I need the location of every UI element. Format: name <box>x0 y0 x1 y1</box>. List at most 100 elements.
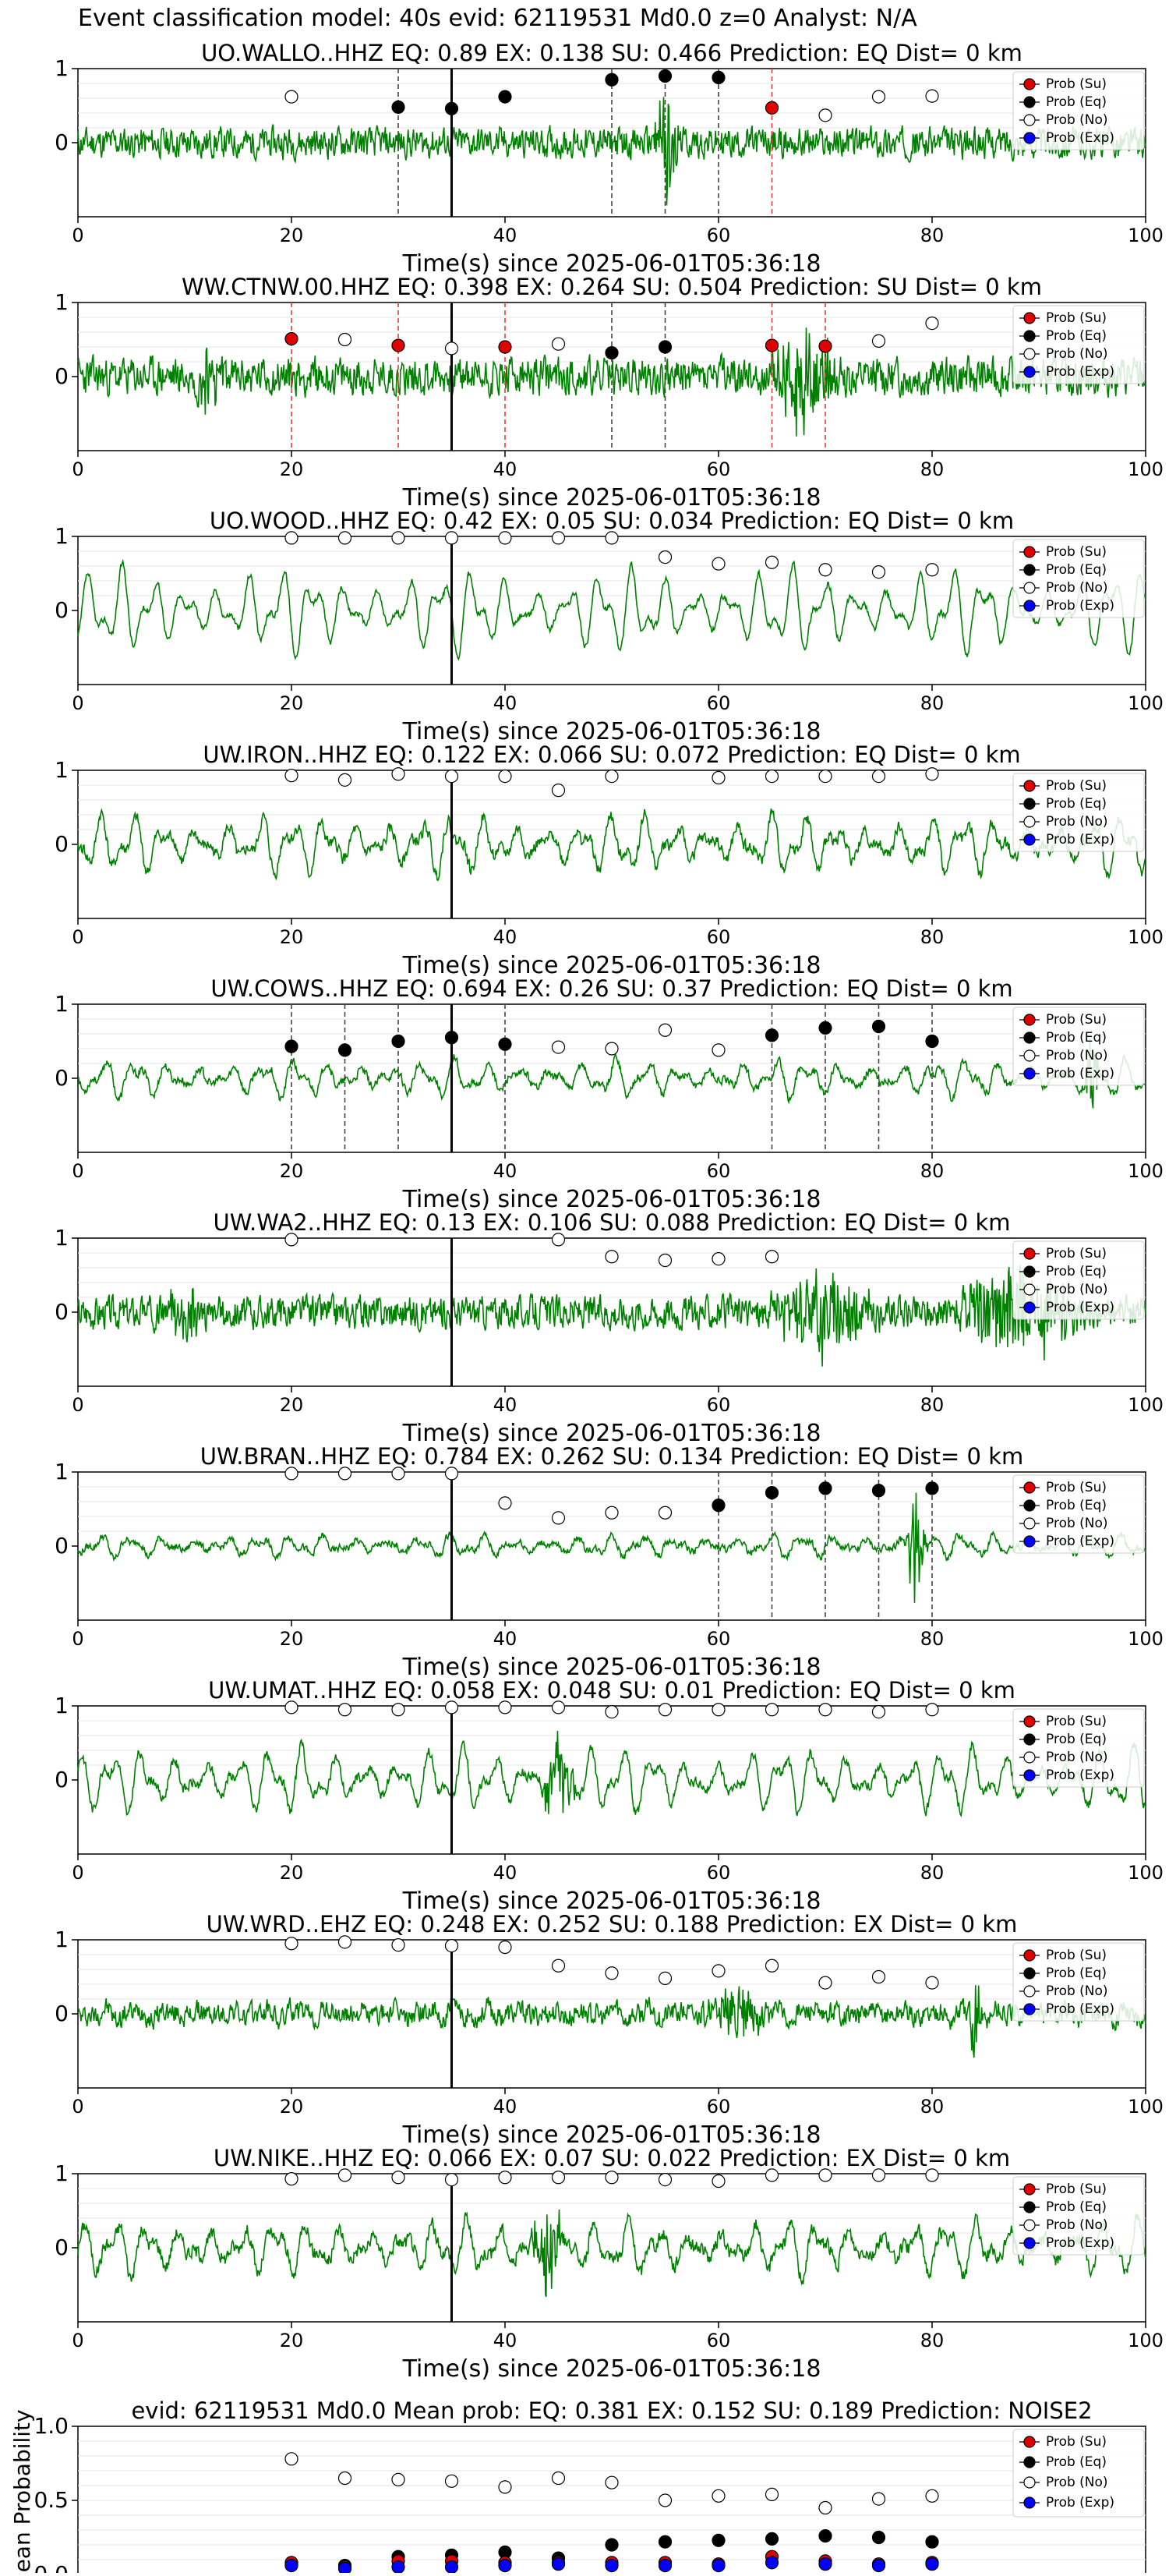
legend-label: Prob (No) <box>1046 1983 1108 1999</box>
prob-su-point <box>391 338 405 352</box>
legend-box <box>1012 1240 1145 1320</box>
prob-no-point <box>818 108 832 122</box>
prob-eq-point <box>444 101 459 115</box>
legend-marker <box>1023 1535 1036 1548</box>
x-tick-label: 40 <box>493 458 517 480</box>
prob-no-point <box>444 2173 459 2187</box>
legend: Prob (Su) Prob (Eq) Prob (No) Prob (Exp) <box>1012 1474 1145 1554</box>
prob-eq-point <box>658 2535 673 2549</box>
legend-label: Prob (No) <box>1046 580 1108 596</box>
prob-no-point <box>284 2452 298 2466</box>
prob-eq-point <box>337 1043 352 1057</box>
legend-label: Prob (Exp) <box>1046 1300 1114 1315</box>
waveform-trace <box>77 558 1146 661</box>
legend: Prob (Su) Prob (Eq) Prob (No) Prob (Exp) <box>1012 1240 1145 1320</box>
y-tick-label: 1 <box>55 757 69 783</box>
y-tick-label: 1 <box>55 1225 69 1251</box>
prob-no-point <box>498 769 512 784</box>
x-tick-label: 100 <box>1128 2330 1164 2351</box>
prob-eq-point <box>712 2533 726 2547</box>
legend-label: Prob (Su) <box>1046 1480 1107 1495</box>
legend-box <box>1012 1708 1145 1788</box>
legend-marker <box>1023 2183 1036 2196</box>
prob-eq-point <box>391 100 405 114</box>
prob-no-point <box>765 1959 779 1973</box>
legend-marker <box>1023 312 1036 324</box>
prob-eq-point <box>871 1019 886 1034</box>
prob-no-point <box>551 1040 566 1054</box>
prob-no-point <box>444 1700 459 1714</box>
prob-no-point <box>284 90 298 104</box>
x-tick-label: 80 <box>920 458 945 480</box>
prob-no-point <box>818 1976 832 1990</box>
waveform-trace <box>77 1492 1146 1603</box>
prob-no-point <box>712 1703 726 1717</box>
legend-marker <box>1023 2237 1036 2249</box>
prob-no-point <box>658 2493 673 2507</box>
x-tick-label: 0 <box>72 2096 83 2118</box>
prob-no-point <box>284 1233 298 1247</box>
y-tick-label: 0 <box>55 129 69 155</box>
prob-no-point <box>658 2173 673 2187</box>
x-tick-label: 0 <box>72 926 83 948</box>
x-tick-label: 40 <box>493 1394 517 1416</box>
legend-label: Prob (Su) <box>1046 76 1107 92</box>
x-axis-label: Time(s) since 2025-06-01T05:36:18 <box>402 1888 821 1915</box>
x-axis-label: Time(s) since 2025-06-01T05:36:18 <box>402 2355 821 2383</box>
prob-no-point <box>284 1700 298 1714</box>
prob-su-point <box>284 331 298 346</box>
legend-marker <box>1023 132 1036 144</box>
legend-box <box>1012 539 1145 618</box>
x-tick-label: 80 <box>920 225 945 246</box>
prob-no-point <box>391 2171 405 2185</box>
legend-label: Prob (No) <box>1046 346 1108 362</box>
legend-marker <box>1023 2003 1036 2015</box>
x-tick-label: 80 <box>920 2330 945 2351</box>
prob-exp-point <box>551 2557 566 2571</box>
prob-no-point <box>925 767 939 781</box>
prob-no-point <box>925 563 939 577</box>
x-axis-label: Time(s) since 2025-06-01T05:36:18 <box>402 484 821 511</box>
legend-marker <box>1023 2201 1036 2213</box>
x-tick-label: 20 <box>280 692 304 714</box>
legend-box <box>1012 2176 1145 2256</box>
prob-no-point <box>284 2172 298 2186</box>
prob-no-point <box>871 2168 886 2182</box>
prob-eq-point <box>498 1037 512 1051</box>
legend-label: Prob (No) <box>1046 2217 1108 2233</box>
panel-title: UW.WRD..EHZ EQ: 0.248 EX: 0.252 SU: 0.18… <box>207 1911 1018 1937</box>
y-tick-label: 0 <box>55 1533 69 1559</box>
x-tick-label: 20 <box>280 2096 304 2118</box>
y-tick-label: 1.0 <box>34 2413 69 2439</box>
prob-eq-point <box>284 1039 298 1053</box>
y-tick-label: 0 <box>55 1065 69 1091</box>
prob-no-point <box>712 2174 726 2189</box>
panel-title: WW.CTNW.00.HHZ EQ: 0.398 EX: 0.264 SU: 0… <box>182 274 1042 300</box>
legend: Prob (Su) Prob (Eq) Prob (No) Prob (Exp) <box>1012 539 1145 618</box>
prob-no-point <box>498 1496 512 1510</box>
prob-su-point <box>765 101 779 115</box>
legend-label: Prob (Exp) <box>1046 1066 1114 1081</box>
legend-label: Prob (Exp) <box>1046 2001 1114 2017</box>
prob-no-point <box>765 1703 779 1717</box>
prob-no-point <box>551 531 566 545</box>
legend-label: Prob (Eq) <box>1046 796 1107 812</box>
y-tick-label: 1 <box>55 523 69 549</box>
prob-no-point <box>925 1976 939 1990</box>
prob-exp-point <box>391 2560 405 2574</box>
legend-marker <box>1023 1301 1036 1314</box>
y-axis-label: Mean Probability <box>9 2409 35 2573</box>
x-tick-label: 20 <box>280 225 304 246</box>
prob-eq-point <box>605 73 619 87</box>
prob-eq-point <box>444 1031 459 1045</box>
x-axis-label: Time(s) since 2025-06-01T05:36:18 <box>402 2121 821 2149</box>
prob-exp-point <box>765 2556 779 2570</box>
legend-marker <box>1023 1283 1036 1296</box>
legend-marker <box>1023 798 1036 810</box>
legend-marker <box>1023 366 1036 378</box>
legend-marker <box>1023 780 1036 792</box>
legend: Prob (Su) Prob (Eq) Prob (No) Prob (Exp) <box>1012 305 1145 384</box>
prob-no-point <box>818 1703 832 1717</box>
legend-label: Prob (Su) <box>1046 778 1107 794</box>
